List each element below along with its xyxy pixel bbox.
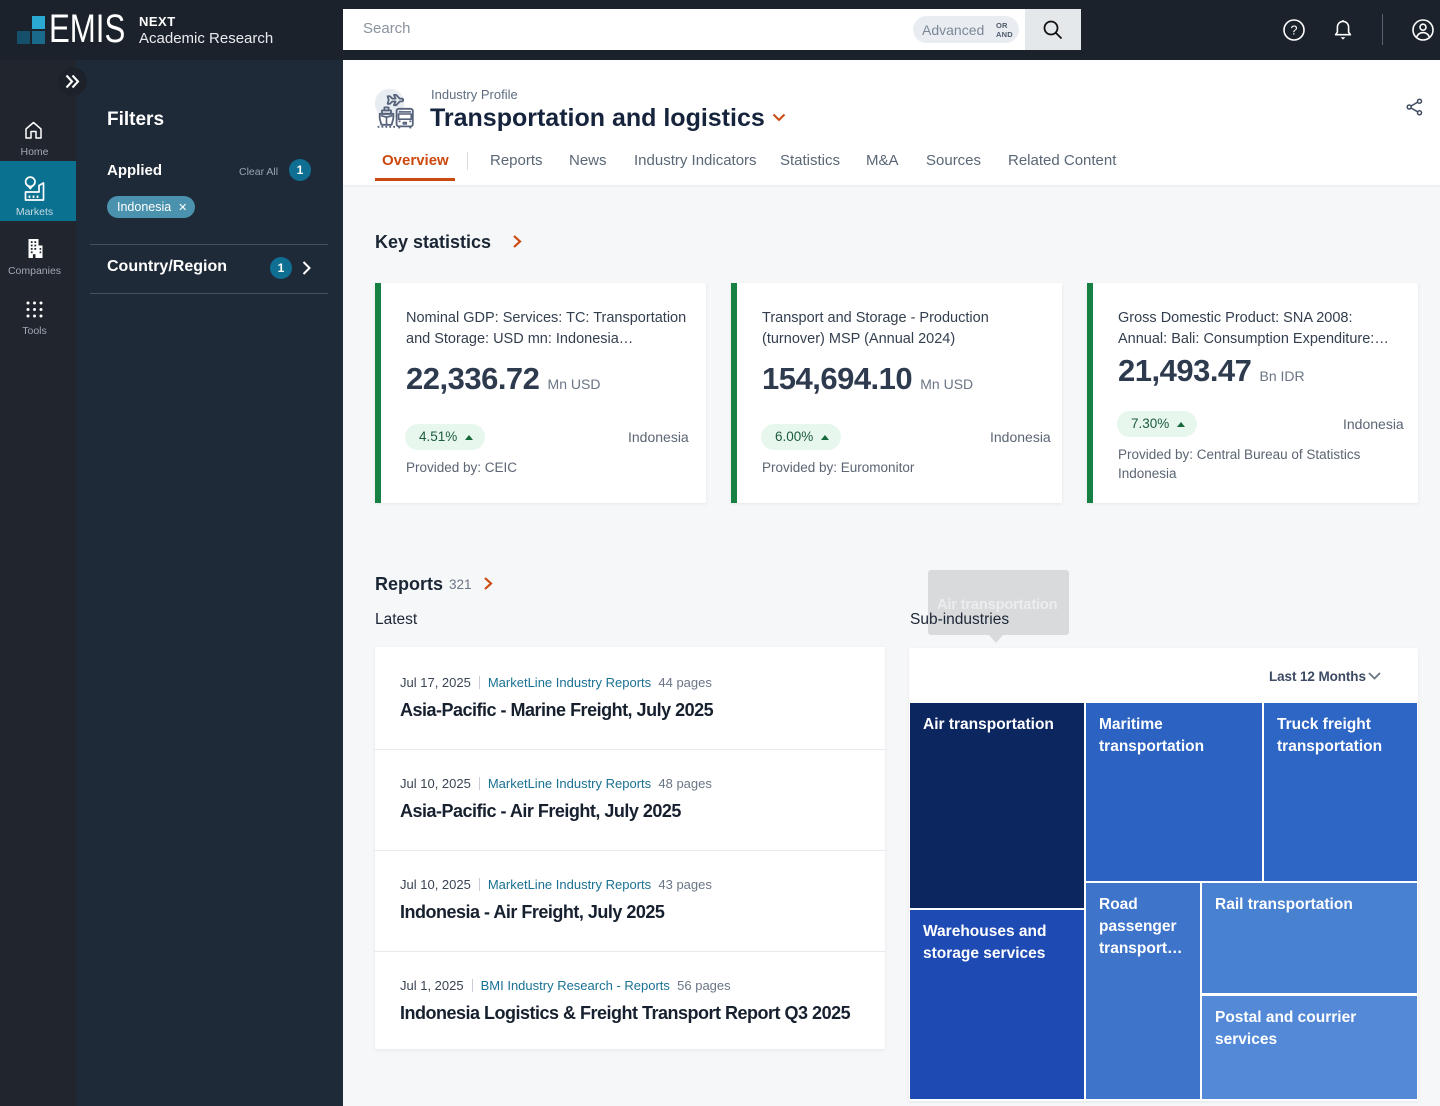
svg-text:?: ? <box>1291 24 1298 38</box>
